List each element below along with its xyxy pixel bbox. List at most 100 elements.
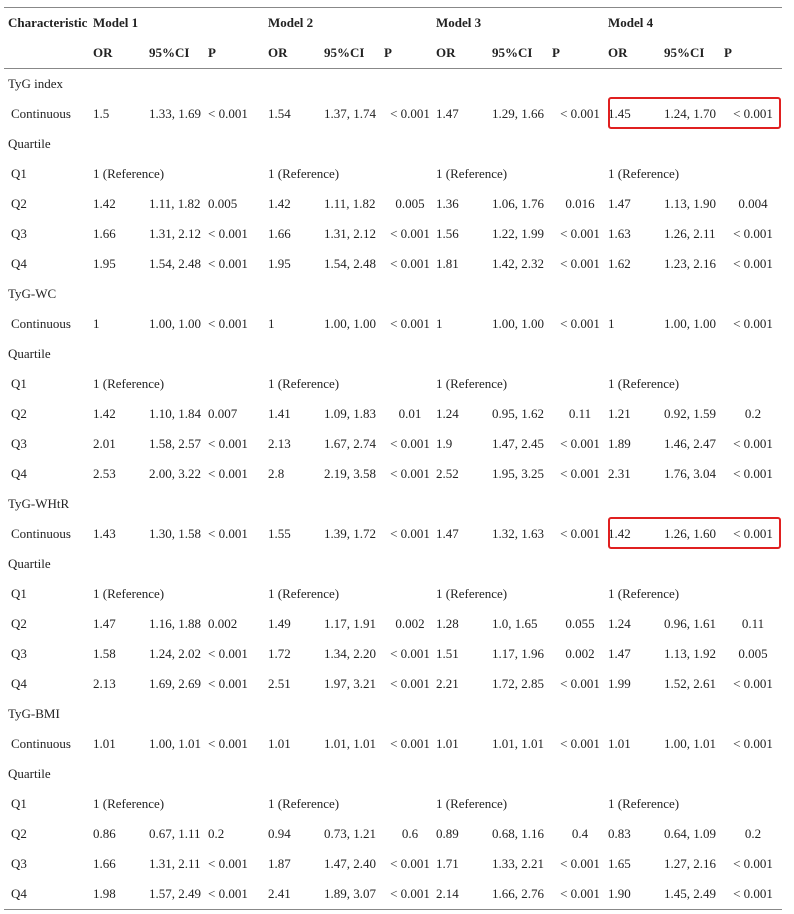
ci-cell-model-4: 1.26, 1.60 [664,526,716,541]
reference-cell-model-1: 1 (Reference) [93,586,165,601]
row-label: Q2 [11,406,27,421]
or-cell-model-4: 0.83 [608,826,631,841]
or-cell-model-2: 1.54 [268,106,291,121]
header-ci-model-2: 95%CI [324,38,384,69]
table-row: Q4 1.98 1.57, 2.49 < 0.001 2.41 1.89, 3.07 < 0… [4,879,782,910]
or-cell-model-4: 1.45 [608,106,631,121]
table-row: Q3 1.58 1.24, 2.02 < 0.001 1.72 1.34, 2.20 < 0… [4,639,782,669]
ci-cell-model-2: 1.09, 1.83 [324,406,376,421]
ci-cell-model-3: 1.32, 1.63 [492,526,544,541]
ci-cell-model-1: 1.11, 1.82 [149,196,201,211]
row-label: Continuous [11,736,71,751]
p-cell-model-2: < 0.001 [390,646,430,661]
or-cell-model-2: 2.8 [268,466,285,481]
table-row: Q4 1.95 1.54, 2.48 < 0.001 1.95 1.54, 2.48 < 0… [4,249,782,279]
or-cell-model-4: 1.24 [608,616,631,631]
p-cell-model-1: 0.2 [208,826,225,841]
or-cell-model-3: 1.71 [436,856,459,871]
ci-cell-model-2: 1.34, 2.20 [324,646,376,661]
p-cell-model-2: < 0.001 [384,879,436,910]
row-label: Q3 [11,436,27,451]
or-cell-model-2: 1.01 [268,736,291,751]
reference-cell-model-3: 1 (Reference) [436,166,508,181]
ci-cell-model-1: 1.30, 1.58 [149,526,201,541]
ci-cell-model-4: 1.76, 3.04 [664,466,716,481]
p-cell-model-1: 0.007 [208,406,238,421]
p-cell-model-4: 0.2 [744,826,762,841]
or-cell-model-2: 1.42 [268,196,291,211]
p-cell-model-1: < 0.001 [208,879,268,910]
or-cell-model-4: 1.47 [608,646,631,661]
p-cell-model-2: < 0.001 [390,676,430,691]
p-cell-model-1: 0.005 [208,196,238,211]
table-body: TyG index Continuous 1.5 1.33, 1.69 < 0.001 1… [4,69,782,910]
reference-cell-model-4: 1 (Reference) [608,796,680,811]
p-cell-model-2: 0.002 [395,616,425,631]
p-cell-model-4: < 0.001 [724,879,782,910]
table-row: Q1 1 (Reference) 1 (Reference) 1 (Reference… [4,789,782,819]
header-or-model-1: OR [93,38,149,69]
or-cell-model-2: 2.51 [268,676,291,691]
p-cell-model-4: < 0.001 [733,526,773,541]
row-label: Q3 [11,856,27,871]
row-label: Quartile [8,556,51,571]
p-cell-model-4: < 0.001 [733,226,773,241]
ci-cell-model-2: 0.73, 1.21 [324,826,376,841]
p-cell-model-3: < 0.001 [560,106,600,121]
or-cell-model-1: 1.98 [93,879,149,910]
ci-cell-model-1: 2.00, 3.22 [149,466,201,481]
or-cell-model-4: 1.42 [608,526,631,541]
ci-cell-model-2: 1.67, 2.74 [324,436,376,451]
header-or-model-3: OR [436,38,492,69]
or-cell-model-1: 2.13 [93,676,116,691]
row-label: Continuous [11,526,71,541]
ci-cell-model-2: 1.31, 2.12 [324,226,376,241]
p-cell-model-2: < 0.001 [390,436,430,451]
or-cell-model-3: 1.47 [436,106,459,121]
p-cell-model-1: < 0.001 [208,256,248,271]
p-cell-model-2: < 0.001 [390,106,430,121]
ci-cell-model-2: 2.19, 3.58 [324,466,376,481]
row-label: TyG-BMI [8,706,60,721]
or-cell-model-3: 2.21 [436,676,459,691]
odds-ratio-table: Characteristic Model 1 Model 2 Model 3 M… [4,7,782,910]
ci-cell-model-1: 1.69, 2.69 [149,676,201,691]
ci-cell-model-4: 1.00, 1.00 [664,316,716,331]
ci-cell-model-3: 1.42, 2.32 [492,256,544,271]
ci-cell-model-1: 1.00, 1.00 [149,316,201,331]
or-cell-model-3: 1.24 [436,406,459,421]
or-cell-model-1: 1.42 [93,406,116,421]
or-cell-model-1: 1.42 [93,196,116,211]
p-cell-model-3: 0.11 [568,406,592,421]
ci-cell-model-3: 0.68, 1.16 [492,826,544,841]
or-cell-model-4: 1.89 [608,436,631,451]
p-cell-model-3: < 0.001 [560,736,600,751]
header-or-model-2: OR [268,38,324,69]
p-cell-model-3: 0.002 [565,646,595,661]
p-cell-model-1: < 0.001 [208,676,248,691]
ci-cell-model-2: 1.00, 1.00 [324,316,376,331]
or-cell-model-1: 1.5 [93,106,110,121]
or-cell-model-2: 1.87 [268,856,291,871]
row-label: Continuous [11,106,71,121]
p-cell-model-2: < 0.001 [390,526,430,541]
reference-cell-model-3: 1 (Reference) [436,796,508,811]
header-ci-model-4: 95%CI [664,38,724,69]
table-row: Q3 1.66 1.31, 2.11 < 0.001 1.87 1.47, 2.40 < 0… [4,849,782,879]
ci-cell-model-4: 1.23, 2.16 [664,256,716,271]
or-cell-model-4: 2.31 [608,466,631,481]
or-cell-model-2: 1.49 [268,616,291,631]
ci-cell-model-4: 1.27, 2.16 [664,856,716,871]
ci-cell-model-4: 0.96, 1.61 [664,616,716,631]
p-cell-model-3: < 0.001 [552,879,608,910]
ci-cell-model-4: 1.26, 2.11 [664,226,716,241]
ci-cell-model-3: 1.47, 2.45 [492,436,544,451]
ci-cell-model-3: 1.95, 3.25 [492,466,544,481]
or-cell-model-3: 1 [436,316,443,331]
reference-cell-model-4: 1 (Reference) [608,376,680,391]
ci-cell-model-1: 1.00, 1.01 [149,736,201,751]
header-p-model-1: P [208,38,268,69]
row-label: Q3 [11,226,27,241]
reference-cell-model-1: 1 (Reference) [93,796,165,811]
